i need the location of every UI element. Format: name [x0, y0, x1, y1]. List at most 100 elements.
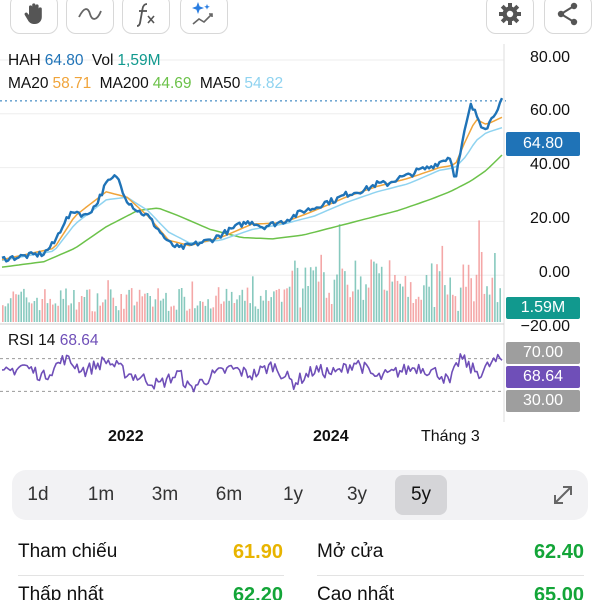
ma20-line: [1, 116, 503, 261]
volume-bar: [62, 298, 65, 322]
fullscreen-button[interactable]: [548, 480, 578, 510]
current-price-tag: 64.80: [506, 132, 580, 156]
volume-bar: [133, 305, 136, 322]
volume-bar: [7, 303, 9, 322]
volume-bar: [307, 286, 309, 322]
volume-bar: [20, 291, 22, 322]
volume-tag: 1.59M: [506, 297, 580, 319]
volume-bar: [225, 288, 228, 322]
volume-bar: [175, 309, 178, 322]
sparkle-chart-icon: [192, 2, 213, 25]
volume-bar: [375, 263, 378, 322]
volume-bar: [436, 264, 438, 322]
high-value: 65.00: [533, 584, 584, 600]
rsi-lower-tag: 30.00: [506, 390, 580, 412]
volume-bar: [178, 289, 180, 322]
volume-bar: [2, 305, 4, 322]
x-tick: 2022: [108, 428, 144, 445]
volume-bar: [438, 271, 441, 322]
period-5y[interactable]: 5y: [395, 475, 447, 515]
volume-bar: [367, 287, 370, 322]
volume-bar: [120, 294, 122, 322]
period-3m[interactable]: 3m: [151, 484, 179, 505]
share-button[interactable]: [544, 0, 592, 34]
volume-bar: [467, 264, 470, 322]
volume-bar: [312, 270, 315, 322]
volume-bar: [412, 303, 415, 322]
volume-bar: [9, 298, 12, 322]
settings-button[interactable]: [486, 0, 534, 34]
period-6m[interactable]: 6m: [215, 484, 243, 505]
volume-bar: [204, 305, 207, 322]
volume-bar: [459, 287, 462, 322]
volume-bar: [88, 289, 91, 322]
volume-bar: [346, 284, 349, 322]
y-tick: 80.00: [529, 49, 570, 66]
period-3y[interactable]: 3y: [346, 484, 368, 505]
volume-bar: [152, 306, 154, 322]
volume-bar: [475, 274, 478, 322]
volume-bar: [267, 300, 270, 322]
volume-bar: [130, 288, 133, 322]
open-value: 62.40: [533, 541, 584, 563]
volume-bar: [102, 302, 104, 322]
volume-bar: [96, 293, 99, 322]
volume-bar: [362, 299, 365, 322]
ai-analysis-button[interactable]: [180, 0, 228, 34]
volume-bar: [338, 224, 341, 322]
volume-bar: [407, 296, 409, 322]
volume-bar: [423, 285, 425, 322]
volume-bar: [254, 306, 257, 322]
rsi-line: [1, 353, 503, 393]
volume-bar: [357, 289, 359, 322]
volume-bar: [91, 311, 94, 322]
period-1y[interactable]: 1y: [282, 484, 304, 505]
ma50-line: [1, 126, 503, 262]
volume-bar: [499, 288, 501, 322]
volume-bar: [57, 305, 59, 322]
line-tool-button[interactable]: [66, 0, 114, 34]
volume-bar: [25, 297, 28, 322]
volume-bar: [159, 300, 162, 322]
volume-bar: [73, 290, 75, 322]
volume-bar: [349, 297, 351, 322]
ma20-label: MA20: [8, 75, 49, 92]
function-icon: [136, 3, 155, 27]
volume-bar: [146, 293, 149, 322]
volume-bar: [449, 277, 451, 322]
volume-bar: [36, 297, 38, 322]
volume-bar: [233, 303, 236, 322]
volume-bar: [128, 289, 130, 322]
volume-bar: [496, 302, 499, 322]
volume-bar: [123, 308, 125, 322]
volume-bar: [265, 290, 267, 322]
volume-bar: [296, 267, 299, 322]
volume-bar: [149, 296, 151, 322]
volume-bar: [44, 289, 46, 322]
volume-bar: [480, 252, 483, 322]
y-tick: 60.00: [529, 102, 570, 119]
volume-bar: [391, 281, 394, 322]
volume-bar: [444, 285, 446, 322]
price-chart[interactable]: HAH 64.80 Vol 1,59M MA20 58.71 MA200 44.69 M…: [0, 44, 600, 454]
volume-bar: [286, 288, 288, 322]
volume-bar: [173, 305, 175, 322]
volume-bar: [462, 264, 465, 322]
volume-bar: [217, 287, 220, 322]
divider: [18, 575, 284, 576]
volume-bar: [315, 266, 317, 322]
volume-bar: [59, 290, 62, 322]
volume-bar: [165, 292, 167, 322]
period-1m[interactable]: 1m: [87, 484, 115, 505]
indicator-button[interactable]: [122, 0, 170, 34]
volume-bar: [141, 296, 144, 322]
volume-bar: [283, 289, 286, 322]
period-1d[interactable]: 1d: [27, 484, 49, 505]
volume-bar: [188, 308, 191, 322]
hand-tool-button[interactable]: [10, 0, 58, 34]
volume-bar: [86, 289, 88, 322]
volume-bar: [302, 288, 304, 322]
volume-bar: [136, 301, 138, 322]
volume-bar: [180, 288, 183, 322]
chart-canvas[interactable]: [0, 44, 600, 454]
